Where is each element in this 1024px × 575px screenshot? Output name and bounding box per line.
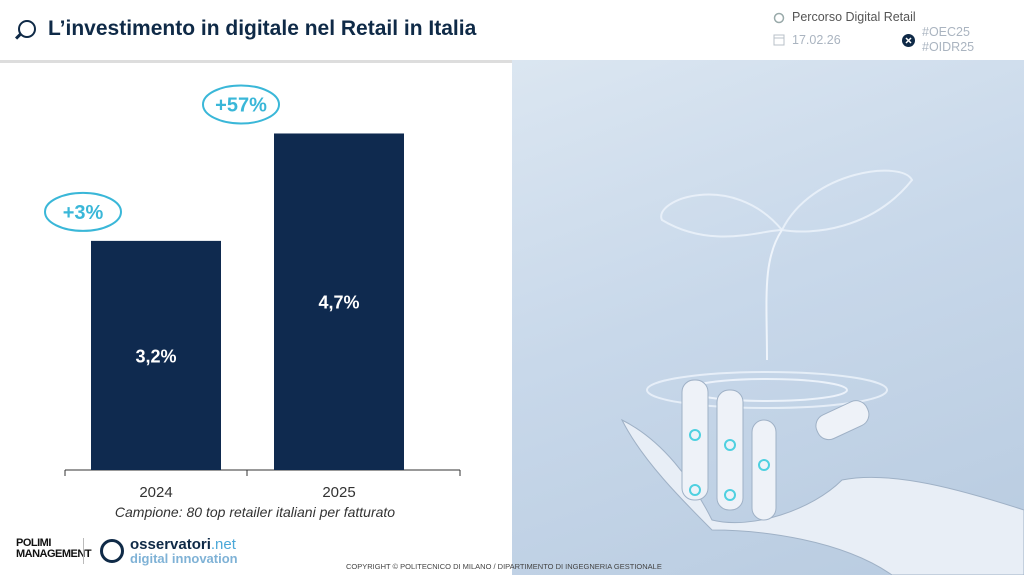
magnifier-logo-icon: [18, 20, 36, 38]
logo-divider: [83, 538, 84, 564]
growth-badge: [202, 84, 280, 125]
header: L’investimento in digitale nel Retail in…: [0, 0, 1024, 60]
bar-chart: 3,2% 2024 +3% 4,7% 2025 +57% Campione: 80 top …: [44, 84, 461, 520]
growth-badge: [44, 191, 122, 232]
date: 17.02.26: [792, 33, 841, 47]
x-logo-icon: [902, 34, 915, 47]
osservatori-subtitle: digital innovation: [130, 551, 238, 566]
growth-label: +3%: [63, 202, 104, 224]
growth-label: +57%: [215, 94, 267, 116]
header-divider: [0, 60, 512, 63]
osservatori-logo: osservatori.net: [130, 536, 236, 553]
magnifier-icon: [773, 12, 785, 24]
copyright: COPYRIGHT © POLITECNICO DI MILANO / DIPA…: [346, 562, 662, 571]
x-tick-label: 2024: [139, 484, 172, 501]
polimi-management-logo: POLIMI MANAGEMENT: [16, 537, 92, 560]
data-label: 3,2%: [135, 346, 176, 366]
calendar-icon: [773, 34, 785, 46]
osservatori-logo-icon: [100, 539, 124, 563]
hashtag-oec25: #OEC25: [922, 25, 970, 39]
path-label: Percorso Digital Retail: [792, 10, 916, 24]
data-label: 4,7%: [318, 293, 359, 313]
page-title: L’investimento in digitale nel Retail in…: [48, 17, 477, 40]
robot-hand-image: [512, 60, 1024, 575]
hashtag-oidr25: #OIDR25: [922, 40, 975, 54]
sample-note: Campione: 80 top retailer italiani per f…: [115, 504, 395, 520]
bar-2024: [91, 240, 221, 470]
bar-2025: [274, 133, 404, 470]
x-tick-label: 2025: [322, 484, 355, 501]
